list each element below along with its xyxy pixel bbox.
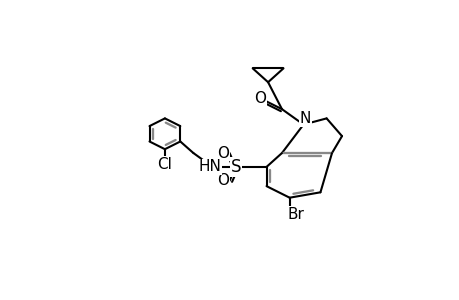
- Text: Cl: Cl: [157, 157, 172, 172]
- Text: N: N: [299, 111, 310, 126]
- Text: O: O: [254, 91, 266, 106]
- Text: O: O: [217, 173, 229, 188]
- Text: Br: Br: [287, 207, 303, 222]
- Text: O: O: [217, 146, 229, 160]
- Text: S: S: [230, 158, 241, 176]
- Text: HN: HN: [198, 159, 220, 174]
